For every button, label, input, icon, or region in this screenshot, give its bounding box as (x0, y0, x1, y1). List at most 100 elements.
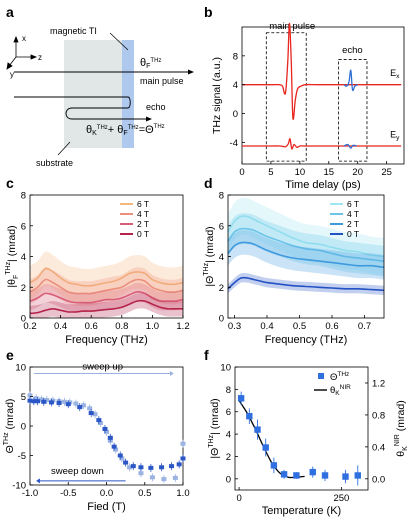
chart-e-point-down (118, 454, 123, 458)
chart-e-point-up (138, 471, 143, 475)
chart-f-right-ytick-label: 0.8 (372, 410, 385, 421)
chart-f-point (355, 472, 361, 478)
chart-c-xtick-label: 1.2 (176, 321, 189, 332)
theta-f-label: θFTHz (140, 57, 161, 70)
chart-d-xlabel: Frequency (THz) (265, 334, 348, 346)
chart-e-xtick-label: -0.5 (60, 488, 76, 499)
chart-c-xlabel: Frequency (THz) (65, 334, 148, 346)
chart-d-legend-label-0: 6 T (347, 199, 359, 209)
chart-f-legend-square (318, 373, 324, 379)
chart-f-point (262, 444, 268, 450)
chart-c-legend-label-3: 0 T (137, 229, 149, 239)
chart-d-ytick-label: 6 (219, 221, 224, 232)
chart-e-point-down (57, 401, 62, 405)
chart-e-point-down (112, 445, 117, 449)
chart-b-xtick-label: 25 (381, 167, 392, 178)
main-pulse-box-label: main pulse (269, 21, 315, 32)
main-pulse-box (266, 33, 306, 161)
panel-letter-c: c (6, 175, 14, 191)
chart-b-xtick-label: 15 (323, 167, 334, 178)
chart-e-point-up (181, 442, 186, 446)
chart-e-ylabel: ΘTHz (mrad) (3, 399, 16, 454)
panel-letter-f: f (204, 347, 209, 363)
chart-c-xtick-label: 1.0 (146, 321, 159, 332)
chart-e-point-down (123, 461, 128, 465)
chart-f-ylabel-left: |ΘTHz| (mrad) (208, 398, 221, 458)
chart-f-right-ytick-label: 0.4 (372, 442, 385, 453)
echo-label: echo (146, 102, 166, 112)
chart-e-xlabel: Fied (T) (87, 501, 126, 513)
chart-d-ytick-label: 2 (219, 283, 224, 294)
sweep-up-arrowhead (170, 371, 174, 376)
chart-d-xtick-label: 0.6 (325, 321, 338, 332)
chart-e-point-down (28, 399, 33, 403)
chart-f-point (238, 395, 244, 401)
chart-d-legend-label-2: 2 T (347, 219, 359, 229)
chart-f-xtick-label: 250 (333, 493, 349, 504)
chart-b-series-ex-echo (344, 70, 358, 90)
chart-d-xtick-label: 0.3 (228, 321, 241, 332)
axis-y-label: y (10, 70, 14, 79)
chart-c-legend-label-1: 4 T (137, 209, 149, 219)
chart-e-xtick-label: 1.0 (176, 488, 189, 499)
chart-b-xtick-label: 20 (352, 167, 363, 178)
chart-f-left-ytick-label: 4 (226, 430, 231, 441)
chart-e-point-down (108, 436, 113, 440)
chart-f-ylabel-right: θKNIR (mrad) (394, 400, 409, 456)
echo-arrowhead (146, 117, 152, 122)
chart-e-ytick-label: 0 (21, 422, 26, 433)
chart-b-xlabel: Time delay (ps) (285, 179, 360, 191)
chart-f-point (342, 473, 348, 479)
chart-e-ytick-label: -5 (18, 451, 26, 462)
chart-b-ylabel: THz signal (a.u.) (211, 57, 223, 134)
chart-f-point (271, 462, 277, 468)
chart-b-ytick-label: 4 (233, 80, 238, 91)
chart-e-point-down (66, 402, 71, 406)
chart-c-legend-label-0: 6 T (137, 199, 149, 209)
sweep-down-label: sweep down (51, 466, 104, 477)
chart-b-ytick-label: 0 (233, 109, 238, 120)
chart-f-point (322, 472, 328, 478)
panel-letter-b: b (204, 4, 213, 20)
chart-e-field-sweep: sweep up sweep down -1.0 -0.5 0.0 0.5 1.0 -10 -5… (3, 361, 190, 513)
chart-e-point-down (131, 464, 136, 468)
chart-e-point-down (159, 465, 164, 469)
chart-f-point (281, 471, 287, 477)
chart-f-point (254, 426, 260, 432)
chart-b-series-ex (242, 23, 401, 119)
chart-f-left-ytick-label: 8 (226, 385, 231, 396)
chart-f-left-ytick-label: 0 (226, 474, 231, 485)
chart-d-xtick-label: 0.7 (358, 321, 371, 332)
chart-e-point-down (169, 464, 174, 468)
panel-letter-a: a (6, 4, 14, 20)
chart-d-theta-spectra: 6 T4 T2 T0 T0.3 0.4 0.5 0.6 0.702468Frequenc… (203, 191, 384, 347)
chart-c-xtick-label: 0.6 (85, 321, 98, 332)
chart-c-ytick-label: 0 (21, 314, 26, 325)
axis-z-label: z (38, 53, 42, 62)
chart-e-ytick-label: 5 (21, 392, 26, 403)
chart-f-point (246, 413, 252, 419)
chart-e-point-up (150, 475, 155, 479)
panel-a-schematic: x z y magnetic TI θFTHz main pulse echo … (7, 26, 194, 168)
chart-d-ylabel: |ΘTHz| (mrad) (203, 226, 216, 286)
chart-e-point-down (49, 400, 54, 404)
chart-c-faraday-spectra: 6 T4 T2 T0 T 0.2 0.4 0.6 0.8 1.0 1.2 0 2 4 6 8 Frequ… (5, 191, 190, 347)
chart-f-right-ytick-label: 0.0 (372, 474, 385, 485)
chart-e-point-down (96, 418, 101, 422)
chart-d-legend-label-3: 0 T (347, 229, 359, 239)
chart-b-xtick-label: 5 (268, 167, 273, 178)
chart-d-ytick-label: 8 (219, 191, 224, 202)
chart-b-xtick-label: 10 (295, 167, 306, 178)
chart-f-legend-theta: ΘTHz (330, 371, 349, 383)
chart-b-thz-signal: main pulseechoExEy0 5 10 15 20 25-4048Time de… (211, 21, 404, 191)
sweep-down-arrowhead (36, 478, 40, 483)
chart-e-point-down (181, 456, 186, 460)
chart-e-ytick-label: 10 (15, 363, 26, 374)
main-pulse-arrowhead (188, 70, 194, 75)
chart-f-left-ytick-label: 2 (226, 452, 231, 463)
chart-e-point-up (73, 402, 78, 406)
chart-b-series-ey (242, 139, 401, 149)
chart-c-ytick-label: 8 (21, 191, 26, 202)
chart-c-ylabel: |θFTHz| (mrad) (5, 225, 20, 287)
chart-c-xtick-label: 0.8 (115, 321, 128, 332)
